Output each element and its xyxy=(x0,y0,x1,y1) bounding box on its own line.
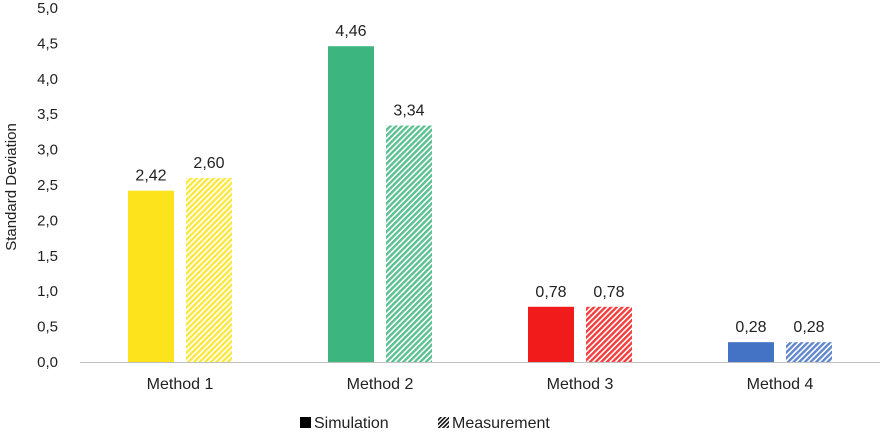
y-axis-ticks: 0,0 0,5 1,0 1,5 2,0 2,5 3,0 3,5 4,0 4,5 5,0 xyxy=(37,0,58,371)
y-tick-label: 4,0 xyxy=(37,71,58,88)
data-label-simulation-4: 0,28 xyxy=(735,319,766,336)
x-axis-categories: Method 1 Method 2 Method 3 Method 4 xyxy=(147,376,814,393)
legend-swatch-measurement xyxy=(438,417,449,428)
legend: Simulation Measurement xyxy=(300,415,550,432)
bar-simulation-2 xyxy=(328,46,374,363)
data-label-measurement-2: 3,34 xyxy=(393,103,424,120)
y-tick-label: 0,5 xyxy=(37,319,58,336)
bar-measurement-3 xyxy=(586,306,632,362)
legend-label-simulation: Simulation xyxy=(314,415,389,432)
bar-measurement-4 xyxy=(786,342,832,362)
y-tick-label: 2,0 xyxy=(37,212,58,229)
bar-measurement-2 xyxy=(386,125,432,362)
x-category-label: Method 2 xyxy=(347,376,414,393)
bars xyxy=(128,46,832,363)
y-axis-label: Standard Deviation xyxy=(3,123,20,251)
data-label-simulation-2: 4,46 xyxy=(335,23,366,40)
y-tick-label: 2,5 xyxy=(37,177,58,194)
y-tick-label: 3,0 xyxy=(37,142,58,159)
x-category-label: Method 3 xyxy=(547,376,614,393)
x-category-label: Method 4 xyxy=(747,376,814,393)
bar-simulation-4 xyxy=(728,342,774,362)
y-tick-label: 3,5 xyxy=(37,106,58,123)
y-tick-label: 5,0 xyxy=(37,0,58,17)
bar-simulation-1 xyxy=(128,190,174,362)
data-labels: 2,42 2,60 4,46 3,34 0,78 0,78 0,28 0,28 xyxy=(135,23,824,336)
data-label-simulation-1: 2,42 xyxy=(135,168,166,185)
y-tick-label: 1,5 xyxy=(37,248,58,265)
bar-simulation-3 xyxy=(528,306,574,362)
data-label-measurement-1: 2,60 xyxy=(193,155,224,172)
bar-measurement-1 xyxy=(186,177,232,362)
data-label-simulation-3: 0,78 xyxy=(535,284,566,301)
x-category-label: Method 1 xyxy=(147,376,214,393)
y-tick-label: 0,0 xyxy=(37,354,58,371)
y-tick-label: 4,5 xyxy=(37,35,58,52)
data-label-measurement-4: 0,28 xyxy=(793,319,824,336)
legend-label-measurement: Measurement xyxy=(452,415,550,432)
y-tick-label: 1,0 xyxy=(37,283,58,300)
data-label-measurement-3: 0,78 xyxy=(593,284,624,301)
legend-swatch-simulation xyxy=(300,417,311,428)
